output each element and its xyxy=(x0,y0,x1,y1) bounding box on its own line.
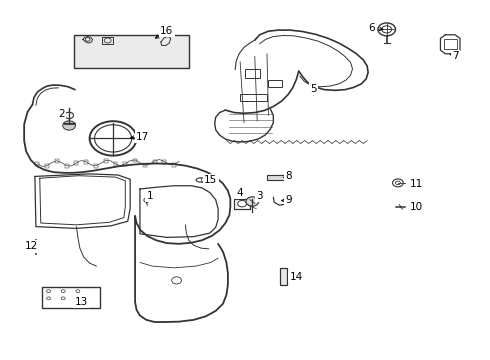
FancyBboxPatch shape xyxy=(74,35,189,68)
Text: 2: 2 xyxy=(58,109,65,119)
Bar xyxy=(245,69,260,78)
Bar xyxy=(55,159,59,163)
Circle shape xyxy=(63,121,75,130)
Bar xyxy=(123,162,127,166)
Text: 6: 6 xyxy=(369,23,375,33)
Text: 17: 17 xyxy=(136,132,149,142)
Text: 10: 10 xyxy=(410,202,422,212)
Bar xyxy=(114,162,118,166)
Text: 5: 5 xyxy=(310,84,317,94)
Bar xyxy=(172,163,176,167)
Bar xyxy=(42,287,100,308)
Bar xyxy=(65,164,69,168)
Bar xyxy=(102,37,113,44)
Bar xyxy=(267,175,287,180)
Bar xyxy=(444,40,457,49)
Text: 12: 12 xyxy=(24,241,38,251)
Bar xyxy=(240,94,267,101)
Bar xyxy=(94,165,98,168)
Bar xyxy=(74,161,78,165)
Text: 11: 11 xyxy=(409,179,423,189)
Text: 3: 3 xyxy=(256,191,263,201)
Bar xyxy=(143,164,147,167)
Bar xyxy=(280,268,287,285)
Text: 13: 13 xyxy=(74,297,88,307)
Text: 1: 1 xyxy=(147,191,153,201)
Bar xyxy=(153,159,157,163)
Text: 4: 4 xyxy=(237,188,244,198)
Text: 8: 8 xyxy=(286,171,293,181)
Text: 16: 16 xyxy=(160,26,173,36)
Bar xyxy=(35,162,39,166)
Bar xyxy=(45,164,49,168)
Text: 14: 14 xyxy=(290,272,303,282)
Text: 7: 7 xyxy=(452,51,459,61)
Text: 9: 9 xyxy=(286,195,293,205)
Circle shape xyxy=(246,197,259,206)
Bar xyxy=(269,80,282,87)
Bar xyxy=(104,159,108,163)
Bar xyxy=(84,160,88,164)
Bar xyxy=(133,159,137,162)
Bar xyxy=(162,160,166,164)
Text: 15: 15 xyxy=(204,175,218,185)
Bar xyxy=(234,199,250,209)
